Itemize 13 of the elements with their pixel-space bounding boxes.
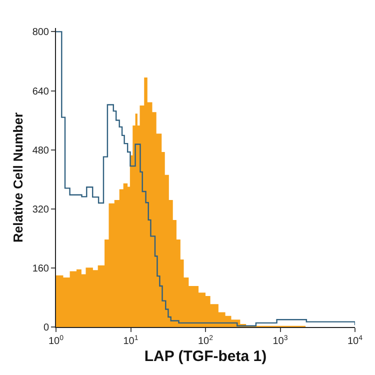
y-tick-label: 0	[43, 322, 50, 334]
y-axis-title: Relative Cell Number	[10, 112, 26, 243]
y-tick-label: 640	[32, 86, 50, 98]
x-axis-title: LAP (TGF-beta 1)	[144, 348, 267, 365]
x-tick-label: 10$^{2}$	[198, 334, 214, 347]
x-tick-label: 10$^{1}$	[123, 334, 138, 347]
y-tick-label: 800	[32, 27, 50, 38]
y-tick-label: 160	[32, 263, 50, 274]
y-tick-label: 480	[32, 145, 50, 156]
x-tick-label: 10$^{3}$	[272, 334, 288, 347]
x-tick-label: 10$^{0}$	[48, 334, 64, 347]
y-tick-label: 320	[32, 204, 50, 216]
x-tick-label: 10$^{4}$	[347, 334, 363, 347]
